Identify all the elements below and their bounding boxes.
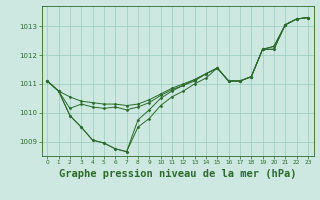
X-axis label: Graphe pression niveau de la mer (hPa): Graphe pression niveau de la mer (hPa) (59, 169, 296, 179)
